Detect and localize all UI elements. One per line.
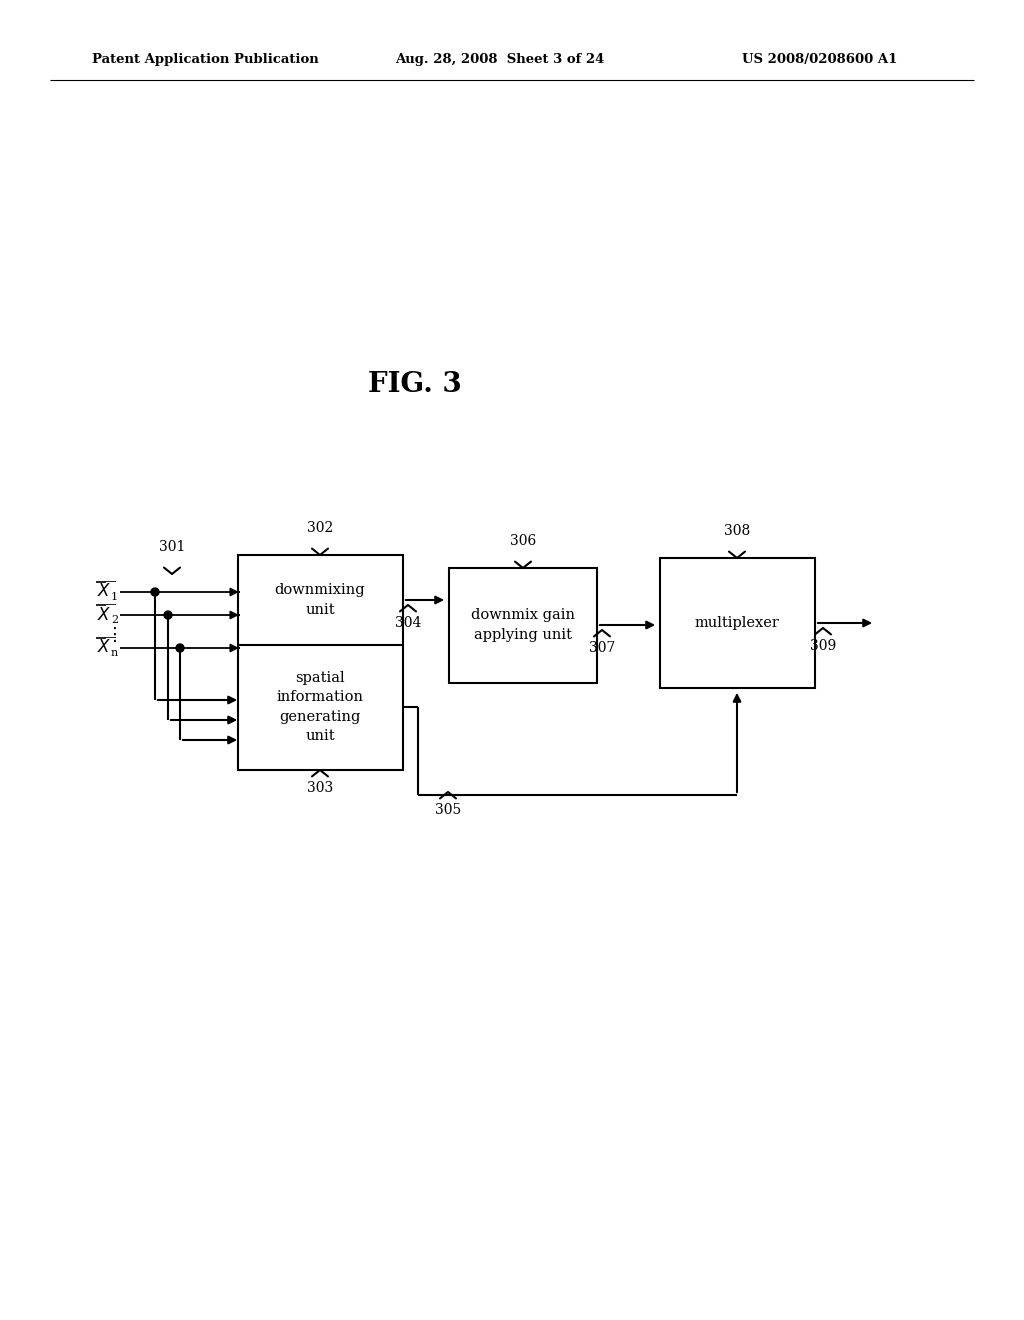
Text: $X$: $X$	[97, 639, 112, 656]
Bar	[238, 554, 403, 770]
Text: spatial
information
generating
unit: spatial information generating unit	[276, 671, 364, 743]
Text: Aug. 28, 2008  Sheet 3 of 24: Aug. 28, 2008 Sheet 3 of 24	[395, 54, 605, 66]
Text: 302: 302	[307, 520, 333, 535]
Bar	[449, 568, 597, 682]
Text: 308: 308	[724, 524, 751, 537]
Text: downmix gain
applying unit: downmix gain applying unit	[471, 607, 575, 643]
Text: $X$: $X$	[97, 606, 112, 623]
Text: US 2008/0208600 A1: US 2008/0208600 A1	[742, 54, 898, 66]
Text: Patent Application Publication: Patent Application Publication	[91, 54, 318, 66]
Text: $\overline{X}$: $\overline{X}$	[105, 638, 120, 659]
Text: 303: 303	[307, 781, 333, 796]
Text: 301: 301	[159, 540, 185, 553]
Circle shape	[164, 611, 172, 619]
Text: $X$: $X$	[97, 583, 112, 601]
Bar	[660, 558, 815, 688]
Text: $\overline{X}$: $\overline{X}$	[105, 605, 120, 626]
Text: 305: 305	[435, 804, 461, 817]
Text: FIG. 3: FIG. 3	[368, 371, 462, 399]
Text: n: n	[111, 648, 118, 657]
Text: $\overline{X}$: $\overline{X}$	[105, 582, 120, 602]
Text: 306: 306	[510, 533, 537, 548]
Text: 2: 2	[111, 615, 118, 624]
Text: 304: 304	[395, 616, 421, 631]
Circle shape	[151, 587, 159, 597]
Text: $\vdots$: $\vdots$	[105, 624, 117, 644]
Text: 309: 309	[810, 639, 837, 653]
Text: multiplexer: multiplexer	[694, 616, 779, 630]
Text: downmixing
unit: downmixing unit	[274, 582, 366, 618]
Text: 307: 307	[589, 642, 615, 656]
Circle shape	[176, 644, 184, 652]
Text: 1: 1	[111, 591, 118, 602]
